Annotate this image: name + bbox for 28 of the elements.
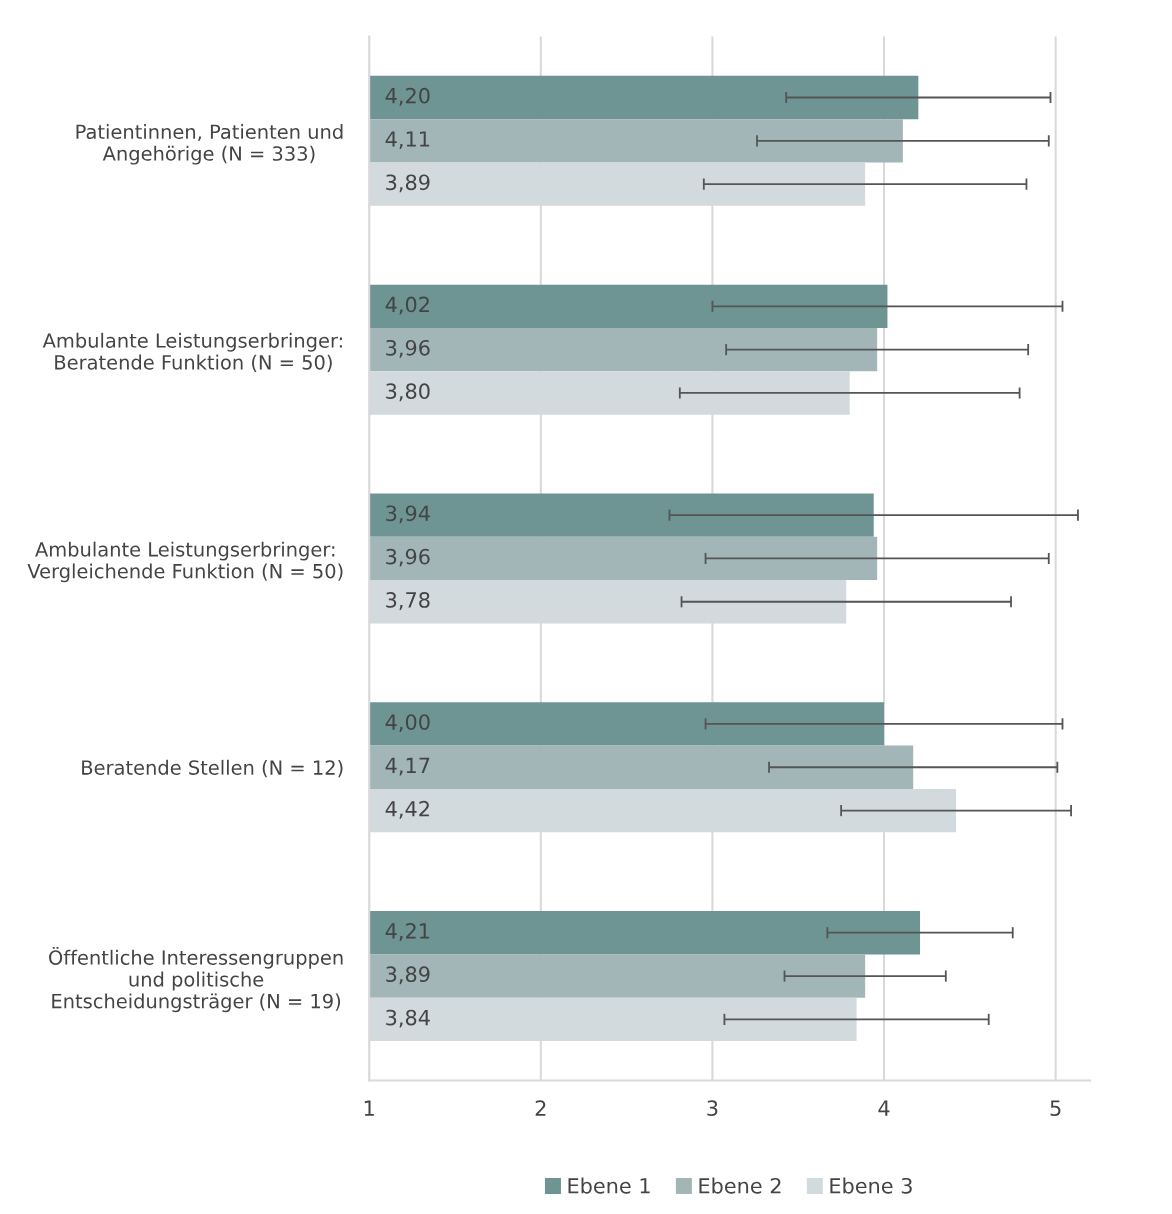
x-tick-label: 1 — [364, 1100, 374, 1116]
legend-label: Ebene 1 — [568, 1177, 650, 1194]
y-tick-label: Patientinnen, Patienten und Angehörige (N = 333) — [76, 124, 343, 165]
data-label: 4,20 — [385, 87, 430, 106]
x-tick-label: 4 — [878, 1100, 890, 1116]
data-label: 3,94 — [386, 505, 430, 524]
x-tick-label: 5 — [1050, 1100, 1061, 1117]
data-label: 3,96 — [386, 339, 430, 358]
data-label: 4,42 — [385, 800, 429, 819]
y-tick-label: Ambulante Leistungserbringer: Beratende Funktion (N = 50) — [42, 332, 342, 372]
y-tick-label: Öffentliche Interessengruppen und politische Entscheidungsträger (N = 19) — [49, 946, 343, 1013]
data-label: 4,00 — [385, 714, 430, 733]
y-tick-label: Beratende Stellen (N = 12) — [82, 759, 343, 778]
data-label: 3,84 — [386, 1009, 430, 1028]
data-label: 4,17 — [385, 757, 430, 776]
x-tick-label: 2 — [535, 1100, 546, 1116]
data-label: 3,89 — [386, 966, 430, 985]
y-tick-label: Ambulante Leistungserbringer: Vergleichende Funktion (N = 50) — [27, 541, 343, 583]
data-label: 4,11 — [385, 131, 430, 149]
legend-label: Ebene 2 — [699, 1177, 781, 1194]
legend-label: Ebene 3 — [830, 1177, 912, 1194]
x-tick-label: 3 — [707, 1100, 718, 1117]
data-label: 4,02 — [385, 296, 429, 315]
data-label: 3,78 — [386, 592, 430, 610]
data-label: 3,80 — [386, 383, 430, 402]
data-label: 3,89 — [386, 174, 430, 193]
data-label: 4,21 — [385, 923, 430, 941]
data-label: 3,96 — [386, 548, 430, 567]
